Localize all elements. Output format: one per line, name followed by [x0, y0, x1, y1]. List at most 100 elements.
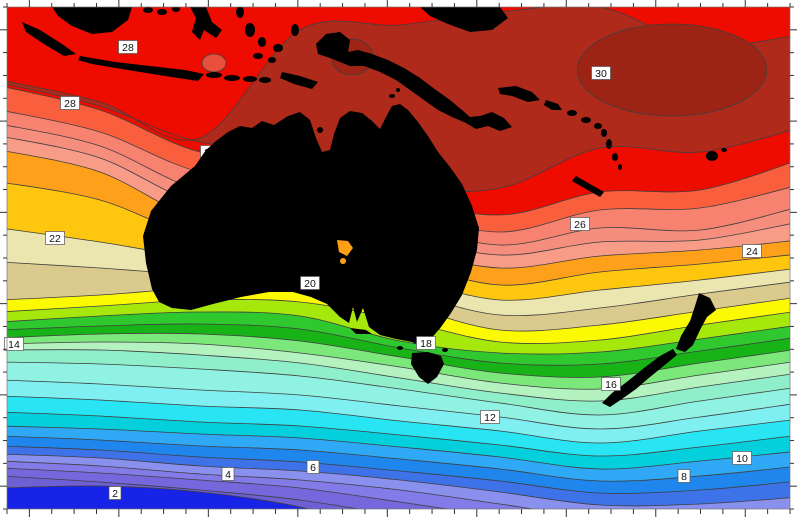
land-nz-north-island	[676, 293, 716, 352]
contour-line	[7, 445, 790, 494]
contour-line	[7, 349, 790, 402]
contour-label-text: 26	[574, 219, 586, 231]
island-vanuatu-4	[618, 164, 622, 170]
island-torres-1	[389, 94, 395, 98]
band-5-6	[7, 454, 790, 509]
band-9-10	[7, 412, 790, 470]
band-27-28	[7, 87, 790, 232]
island-moluccas-north	[236, 7, 244, 18]
patch-warm-pool-30	[576, 23, 768, 117]
contour-label-18: 18	[416, 336, 436, 350]
island-vanuatu-3	[612, 153, 618, 161]
contour-line	[7, 425, 790, 470]
land-timor	[280, 72, 318, 89]
island-flores	[243, 76, 257, 82]
island-torres-2	[396, 88, 400, 92]
band-14-15	[7, 342, 790, 402]
landmasses	[22, 7, 727, 407]
land-bougainville	[544, 100, 562, 110]
land-tasmania	[411, 352, 444, 384]
band-10-11	[7, 396, 790, 457]
lake-eyre	[337, 240, 353, 256]
island-kai	[273, 44, 283, 52]
island-king-island	[397, 346, 403, 350]
contour-label-14: 14	[4, 337, 24, 351]
contour-label-text: 18	[420, 338, 432, 350]
contour-label-28: 28	[118, 40, 138, 54]
contour-label-text: 24	[746, 246, 758, 258]
contour-label-24: 24	[742, 244, 762, 258]
contour-label-26: 26	[570, 217, 590, 231]
contour-label-text: 22	[49, 233, 61, 245]
contour-label-text: 28	[64, 98, 76, 110]
contour-label-text: 20	[304, 278, 316, 290]
land-new-caledonia	[572, 176, 604, 197]
contour-line	[7, 467, 450, 509]
band-13-14	[7, 349, 790, 416]
contour-label-text: 10	[736, 453, 748, 465]
band-3-4	[7, 468, 448, 509]
contour-line	[7, 311, 790, 355]
island-flinders-island	[442, 348, 448, 352]
island-halmahera	[291, 24, 299, 36]
island-fiji-main	[706, 151, 718, 161]
band-12-13	[7, 362, 790, 429]
contour-line	[7, 341, 790, 390]
island-buru	[258, 37, 266, 47]
land-nz-south-island	[602, 349, 677, 407]
island-sumbawa	[224, 75, 240, 81]
land-kangaroo-island	[350, 328, 372, 334]
contour-label-2: 2	[108, 486, 122, 500]
island-fiji-east	[721, 148, 727, 152]
contour-label-12: 12	[480, 410, 500, 424]
contour-label-text: 16	[605, 379, 617, 391]
land-new-guinea-north-coast	[420, 7, 508, 32]
island-sumba	[259, 77, 271, 83]
contour-label-6: 6	[306, 460, 320, 474]
island-java-sea-island-3	[172, 7, 180, 12]
island-java-sea-island-1	[143, 7, 153, 13]
contour-label-16: 16	[601, 377, 621, 391]
contour-line	[7, 453, 790, 507]
band-16-17	[7, 323, 790, 378]
contour-label-8: 8	[677, 469, 691, 483]
land-sumatra-tip	[22, 22, 76, 56]
contour-label-28: 28	[60, 96, 80, 110]
island-tanimbar	[253, 53, 263, 59]
band-15-16	[7, 333, 790, 390]
contour-labels: 28 28 30 26 24 22 20 18 16 14 12 10 8 6 4 2	[4, 40, 762, 500]
land-australia	[143, 104, 479, 347]
band-8-9	[7, 426, 790, 482]
island-solomons-1	[567, 110, 577, 116]
band-6-7	[7, 446, 790, 506]
island-vanuatu-1	[601, 129, 607, 137]
island-java-sea-island-2	[157, 9, 167, 15]
contour-line	[7, 395, 790, 444]
band-4-5	[7, 461, 533, 509]
island-solomons-3	[594, 123, 602, 129]
band-2-3	[7, 476, 359, 509]
island-vanuatu-2	[606, 139, 612, 149]
island-aru	[268, 57, 276, 63]
contour-label-10: 10	[732, 451, 752, 465]
band-below-2	[7, 485, 309, 509]
band-21-22	[7, 228, 790, 316]
band-28-29-north	[7, 7, 790, 141]
island-lombok	[206, 72, 222, 78]
contour-label-22: 22	[45, 231, 65, 245]
lake-eyre-south	[340, 258, 346, 264]
island-seram	[245, 23, 255, 37]
contour-line	[7, 476, 361, 509]
contour-label-text: 28	[122, 42, 134, 54]
land-new-britain	[498, 86, 540, 102]
contour-line	[7, 332, 790, 378]
contour-label-text: 4	[225, 469, 231, 481]
contour-label-text: 12	[484, 412, 496, 424]
land-java	[78, 56, 204, 81]
contour-label-text: 30	[595, 68, 607, 80]
band-7-8	[7, 436, 790, 494]
island-groote	[317, 127, 323, 133]
land-borneo-south	[52, 7, 132, 34]
